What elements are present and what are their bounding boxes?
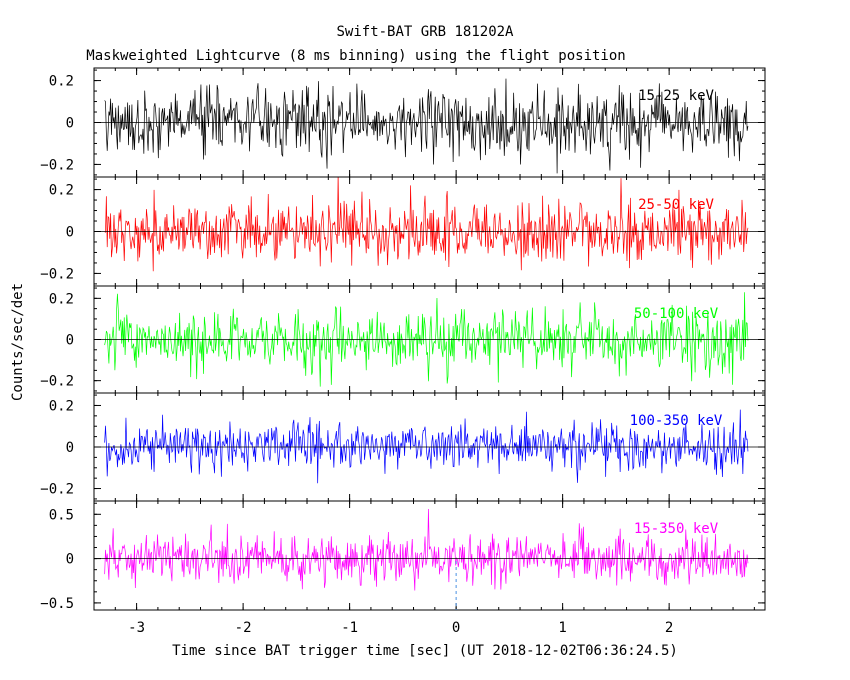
- x-tick-label: 2: [665, 620, 673, 636]
- panel-frame: [93, 500, 766, 611]
- x-tick-label: 1: [558, 620, 566, 636]
- y-axis-label: Counts/sec/det: [10, 283, 26, 401]
- x-tick-label: 0: [452, 620, 460, 636]
- chart-subtitle: Maskweighted Lightcurve (8 ms binning) u…: [86, 48, 625, 64]
- band-label: 15-25 keV: [638, 88, 714, 104]
- chart-title: Swift-BAT GRB 181202A: [336, 24, 514, 40]
- y-tick-label: 0: [66, 116, 74, 132]
- y-tick-label: 0.2: [49, 398, 74, 414]
- x-tick-label: -2: [235, 620, 252, 636]
- band-label: 15-350 keV: [634, 521, 719, 537]
- y-tick-label: −0.5: [40, 596, 74, 612]
- y-tick-label: 0: [66, 552, 74, 568]
- panel-15-350-kev: 15-350 keV 0.5 0 −0.5: [40, 500, 766, 612]
- y-tick-label: −0.2: [40, 482, 74, 498]
- series-line: [104, 409, 749, 484]
- x-tick-label: -3: [128, 620, 145, 636]
- y-tick-label: 0: [66, 440, 74, 456]
- band-label: 100-350 keV: [630, 413, 723, 429]
- panel-15-25-kev: 15-25 keV 0.2 0 −0.2: [40, 67, 766, 178]
- y-tick-label: −0.2: [40, 374, 74, 390]
- panel-25-50-kev: 25-50 keV 0.2 0 −0.2: [40, 176, 766, 287]
- y-tick-label: 0: [66, 333, 74, 349]
- y-tick-label: 0.2: [49, 291, 74, 307]
- series-line: [104, 78, 749, 174]
- x-axis-label: Time since BAT trigger time [sec] (UT 20…: [172, 643, 678, 659]
- y-tick-label: 0.5: [49, 507, 74, 523]
- panel-50-100-kev: 50-100 keV 0.2 0 −0.2: [40, 285, 766, 394]
- y-tick-label: 0.2: [49, 183, 74, 199]
- panel-100-350-kev: 100-350 keV 0.2 0 −0.2: [40, 392, 766, 502]
- series-line: [104, 177, 749, 272]
- y-tick-label: 0.2: [49, 74, 74, 90]
- band-label: 25-50 keV: [638, 197, 714, 213]
- y-tick-label: 0: [66, 225, 74, 241]
- series-line: [104, 509, 749, 591]
- y-tick-label: −0.2: [40, 157, 74, 173]
- band-label: 50-100 keV: [634, 306, 719, 322]
- x-tick-label: -1: [341, 620, 358, 636]
- y-tick-label: −0.2: [40, 266, 74, 282]
